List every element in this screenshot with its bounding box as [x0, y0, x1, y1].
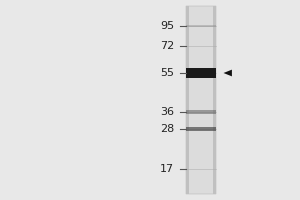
Bar [186, 6, 189, 194]
Bar [186, 68, 216, 78]
Bar [186, 110, 216, 114]
Text: 28: 28 [160, 124, 174, 134]
Bar [186, 6, 216, 194]
Text: 36: 36 [160, 107, 174, 117]
Text: 72: 72 [160, 41, 174, 51]
Polygon shape [224, 70, 232, 76]
Text: 55: 55 [160, 68, 174, 78]
Bar [186, 127, 216, 131]
Text: 95: 95 [160, 21, 174, 31]
Bar [186, 25, 216, 27]
Text: 17: 17 [160, 164, 174, 174]
Bar [213, 6, 216, 194]
